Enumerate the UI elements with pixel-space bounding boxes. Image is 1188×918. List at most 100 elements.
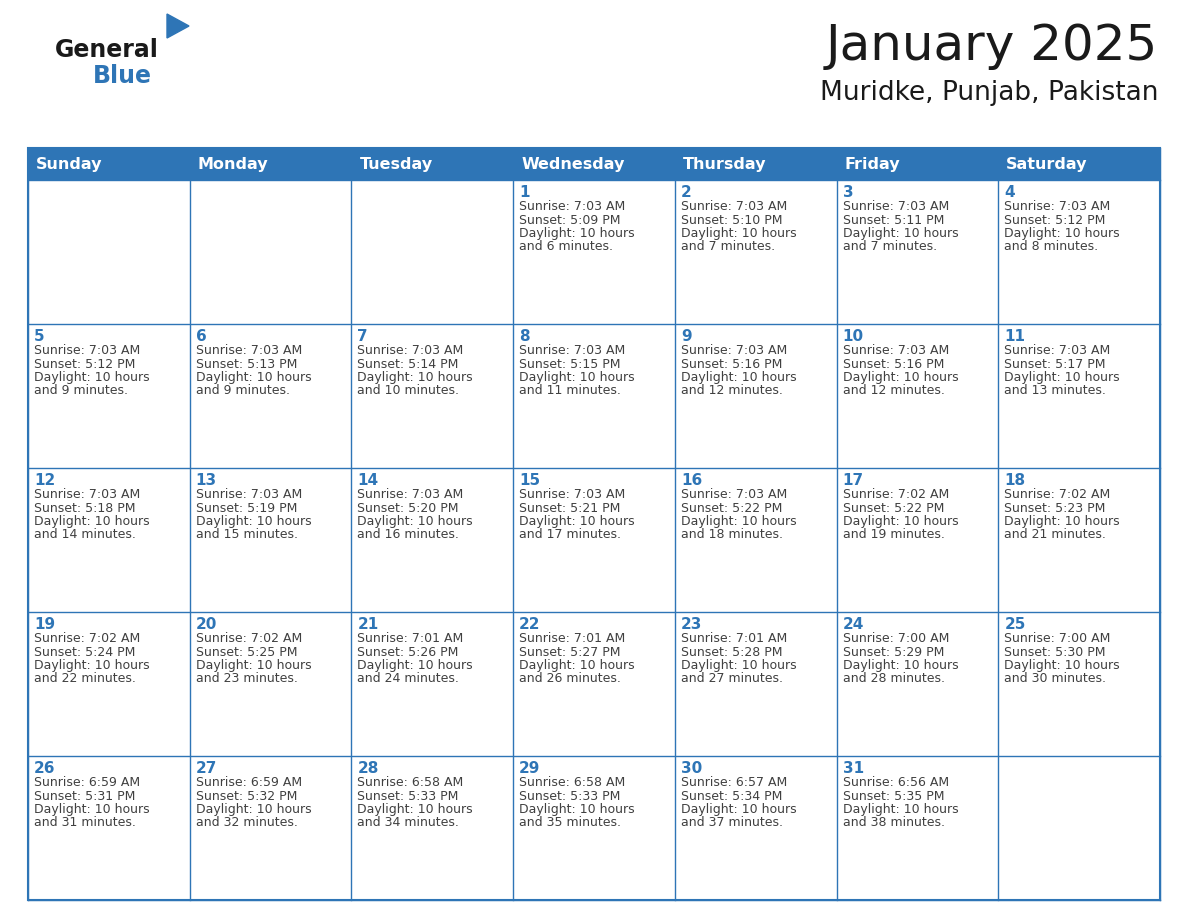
Text: 26: 26 — [34, 761, 56, 776]
Text: Sunset: 5:16 PM: Sunset: 5:16 PM — [681, 357, 782, 371]
Text: Sunset: 5:26 PM: Sunset: 5:26 PM — [358, 645, 459, 658]
Text: Daylight: 10 hours: Daylight: 10 hours — [358, 371, 473, 384]
Text: 3: 3 — [842, 185, 853, 200]
Text: 24: 24 — [842, 617, 864, 632]
Text: January 2025: January 2025 — [826, 22, 1158, 70]
Text: Sunset: 5:29 PM: Sunset: 5:29 PM — [842, 645, 944, 658]
Text: Sunrise: 7:03 AM: Sunrise: 7:03 AM — [519, 344, 625, 357]
Text: Sunrise: 7:00 AM: Sunrise: 7:00 AM — [842, 632, 949, 645]
Text: Sunrise: 7:03 AM: Sunrise: 7:03 AM — [1004, 200, 1111, 213]
Text: 27: 27 — [196, 761, 217, 776]
Bar — [29, 148, 1159, 180]
Text: Daylight: 10 hours: Daylight: 10 hours — [358, 515, 473, 528]
Text: 10: 10 — [842, 329, 864, 344]
Text: Sunset: 5:20 PM: Sunset: 5:20 PM — [358, 501, 459, 514]
Text: 8: 8 — [519, 329, 530, 344]
Text: and 7 minutes.: and 7 minutes. — [842, 241, 936, 253]
Text: 4: 4 — [1004, 185, 1015, 200]
Text: and 17 minutes.: and 17 minutes. — [519, 529, 621, 542]
Text: Sunrise: 7:03 AM: Sunrise: 7:03 AM — [519, 200, 625, 213]
Text: General: General — [55, 38, 159, 62]
Text: Saturday: Saturday — [1006, 156, 1088, 172]
Text: Daylight: 10 hours: Daylight: 10 hours — [1004, 371, 1120, 384]
Text: Sunrise: 7:02 AM: Sunrise: 7:02 AM — [842, 488, 949, 501]
Text: Daylight: 10 hours: Daylight: 10 hours — [34, 803, 150, 816]
Text: Sunset: 5:10 PM: Sunset: 5:10 PM — [681, 214, 783, 227]
Polygon shape — [168, 14, 189, 38]
Text: Daylight: 10 hours: Daylight: 10 hours — [196, 371, 311, 384]
Text: and 37 minutes.: and 37 minutes. — [681, 816, 783, 830]
Text: Sunrise: 7:03 AM: Sunrise: 7:03 AM — [358, 344, 463, 357]
Text: Daylight: 10 hours: Daylight: 10 hours — [1004, 515, 1120, 528]
Text: 29: 29 — [519, 761, 541, 776]
Text: 9: 9 — [681, 329, 691, 344]
Text: Sunset: 5:33 PM: Sunset: 5:33 PM — [519, 789, 620, 802]
Text: Sunrise: 7:01 AM: Sunrise: 7:01 AM — [681, 632, 788, 645]
Text: Sunset: 5:24 PM: Sunset: 5:24 PM — [34, 645, 135, 658]
Text: Friday: Friday — [845, 156, 901, 172]
Text: Daylight: 10 hours: Daylight: 10 hours — [519, 227, 634, 240]
Text: 31: 31 — [842, 761, 864, 776]
Text: and 23 minutes.: and 23 minutes. — [196, 673, 297, 686]
Text: and 14 minutes.: and 14 minutes. — [34, 529, 135, 542]
Text: Sunrise: 7:03 AM: Sunrise: 7:03 AM — [681, 344, 788, 357]
Text: 25: 25 — [1004, 617, 1025, 632]
Text: Daylight: 10 hours: Daylight: 10 hours — [1004, 227, 1120, 240]
Text: and 6 minutes.: and 6 minutes. — [519, 241, 613, 253]
Text: Daylight: 10 hours: Daylight: 10 hours — [196, 515, 311, 528]
Text: and 35 minutes.: and 35 minutes. — [519, 816, 621, 830]
Text: Sunset: 5:12 PM: Sunset: 5:12 PM — [1004, 214, 1106, 227]
Text: Daylight: 10 hours: Daylight: 10 hours — [1004, 659, 1120, 672]
Text: Sunrise: 7:03 AM: Sunrise: 7:03 AM — [196, 344, 302, 357]
Text: 18: 18 — [1004, 473, 1025, 488]
Text: 22: 22 — [519, 617, 541, 632]
Text: Sunset: 5:18 PM: Sunset: 5:18 PM — [34, 501, 135, 514]
Text: Thursday: Thursday — [683, 156, 766, 172]
Text: Sunrise: 7:03 AM: Sunrise: 7:03 AM — [681, 200, 788, 213]
Text: Sunset: 5:34 PM: Sunset: 5:34 PM — [681, 789, 782, 802]
Text: Sunset: 5:33 PM: Sunset: 5:33 PM — [358, 789, 459, 802]
Text: Sunrise: 7:03 AM: Sunrise: 7:03 AM — [1004, 344, 1111, 357]
Text: Sunrise: 6:57 AM: Sunrise: 6:57 AM — [681, 776, 788, 789]
Text: 23: 23 — [681, 617, 702, 632]
Text: Sunset: 5:23 PM: Sunset: 5:23 PM — [1004, 501, 1106, 514]
Text: Sunset: 5:21 PM: Sunset: 5:21 PM — [519, 501, 620, 514]
Text: Sunset: 5:13 PM: Sunset: 5:13 PM — [196, 357, 297, 371]
Text: Daylight: 10 hours: Daylight: 10 hours — [842, 803, 959, 816]
Text: and 30 minutes.: and 30 minutes. — [1004, 673, 1106, 686]
Text: Sunrise: 7:03 AM: Sunrise: 7:03 AM — [358, 488, 463, 501]
Text: 15: 15 — [519, 473, 541, 488]
Text: Daylight: 10 hours: Daylight: 10 hours — [681, 803, 796, 816]
Text: Sunset: 5:15 PM: Sunset: 5:15 PM — [519, 357, 620, 371]
Text: Sunrise: 7:00 AM: Sunrise: 7:00 AM — [1004, 632, 1111, 645]
Text: Daylight: 10 hours: Daylight: 10 hours — [358, 803, 473, 816]
Text: 17: 17 — [842, 473, 864, 488]
Text: and 12 minutes.: and 12 minutes. — [842, 385, 944, 397]
Text: Sunrise: 7:03 AM: Sunrise: 7:03 AM — [34, 344, 140, 357]
Text: Sunrise: 7:01 AM: Sunrise: 7:01 AM — [519, 632, 625, 645]
Text: Daylight: 10 hours: Daylight: 10 hours — [519, 371, 634, 384]
Text: and 28 minutes.: and 28 minutes. — [842, 673, 944, 686]
Text: 16: 16 — [681, 473, 702, 488]
Text: Sunday: Sunday — [36, 156, 102, 172]
Text: Sunrise: 7:02 AM: Sunrise: 7:02 AM — [1004, 488, 1111, 501]
Text: and 12 minutes.: and 12 minutes. — [681, 385, 783, 397]
Text: 30: 30 — [681, 761, 702, 776]
Text: Sunrise: 6:59 AM: Sunrise: 6:59 AM — [34, 776, 140, 789]
Text: Monday: Monday — [197, 156, 268, 172]
Text: 13: 13 — [196, 473, 217, 488]
Text: Sunrise: 7:02 AM: Sunrise: 7:02 AM — [196, 632, 302, 645]
Text: Sunrise: 6:58 AM: Sunrise: 6:58 AM — [519, 776, 625, 789]
Text: and 21 minutes.: and 21 minutes. — [1004, 529, 1106, 542]
Text: Sunset: 5:30 PM: Sunset: 5:30 PM — [1004, 645, 1106, 658]
Text: 20: 20 — [196, 617, 217, 632]
Text: Sunset: 5:12 PM: Sunset: 5:12 PM — [34, 357, 135, 371]
Text: Sunset: 5:09 PM: Sunset: 5:09 PM — [519, 214, 620, 227]
Text: Sunset: 5:22 PM: Sunset: 5:22 PM — [842, 501, 944, 514]
Text: and 22 minutes.: and 22 minutes. — [34, 673, 135, 686]
Text: Daylight: 10 hours: Daylight: 10 hours — [358, 659, 473, 672]
Text: Sunset: 5:28 PM: Sunset: 5:28 PM — [681, 645, 783, 658]
Text: and 15 minutes.: and 15 minutes. — [196, 529, 298, 542]
Text: Daylight: 10 hours: Daylight: 10 hours — [519, 803, 634, 816]
Text: Sunrise: 7:01 AM: Sunrise: 7:01 AM — [358, 632, 463, 645]
